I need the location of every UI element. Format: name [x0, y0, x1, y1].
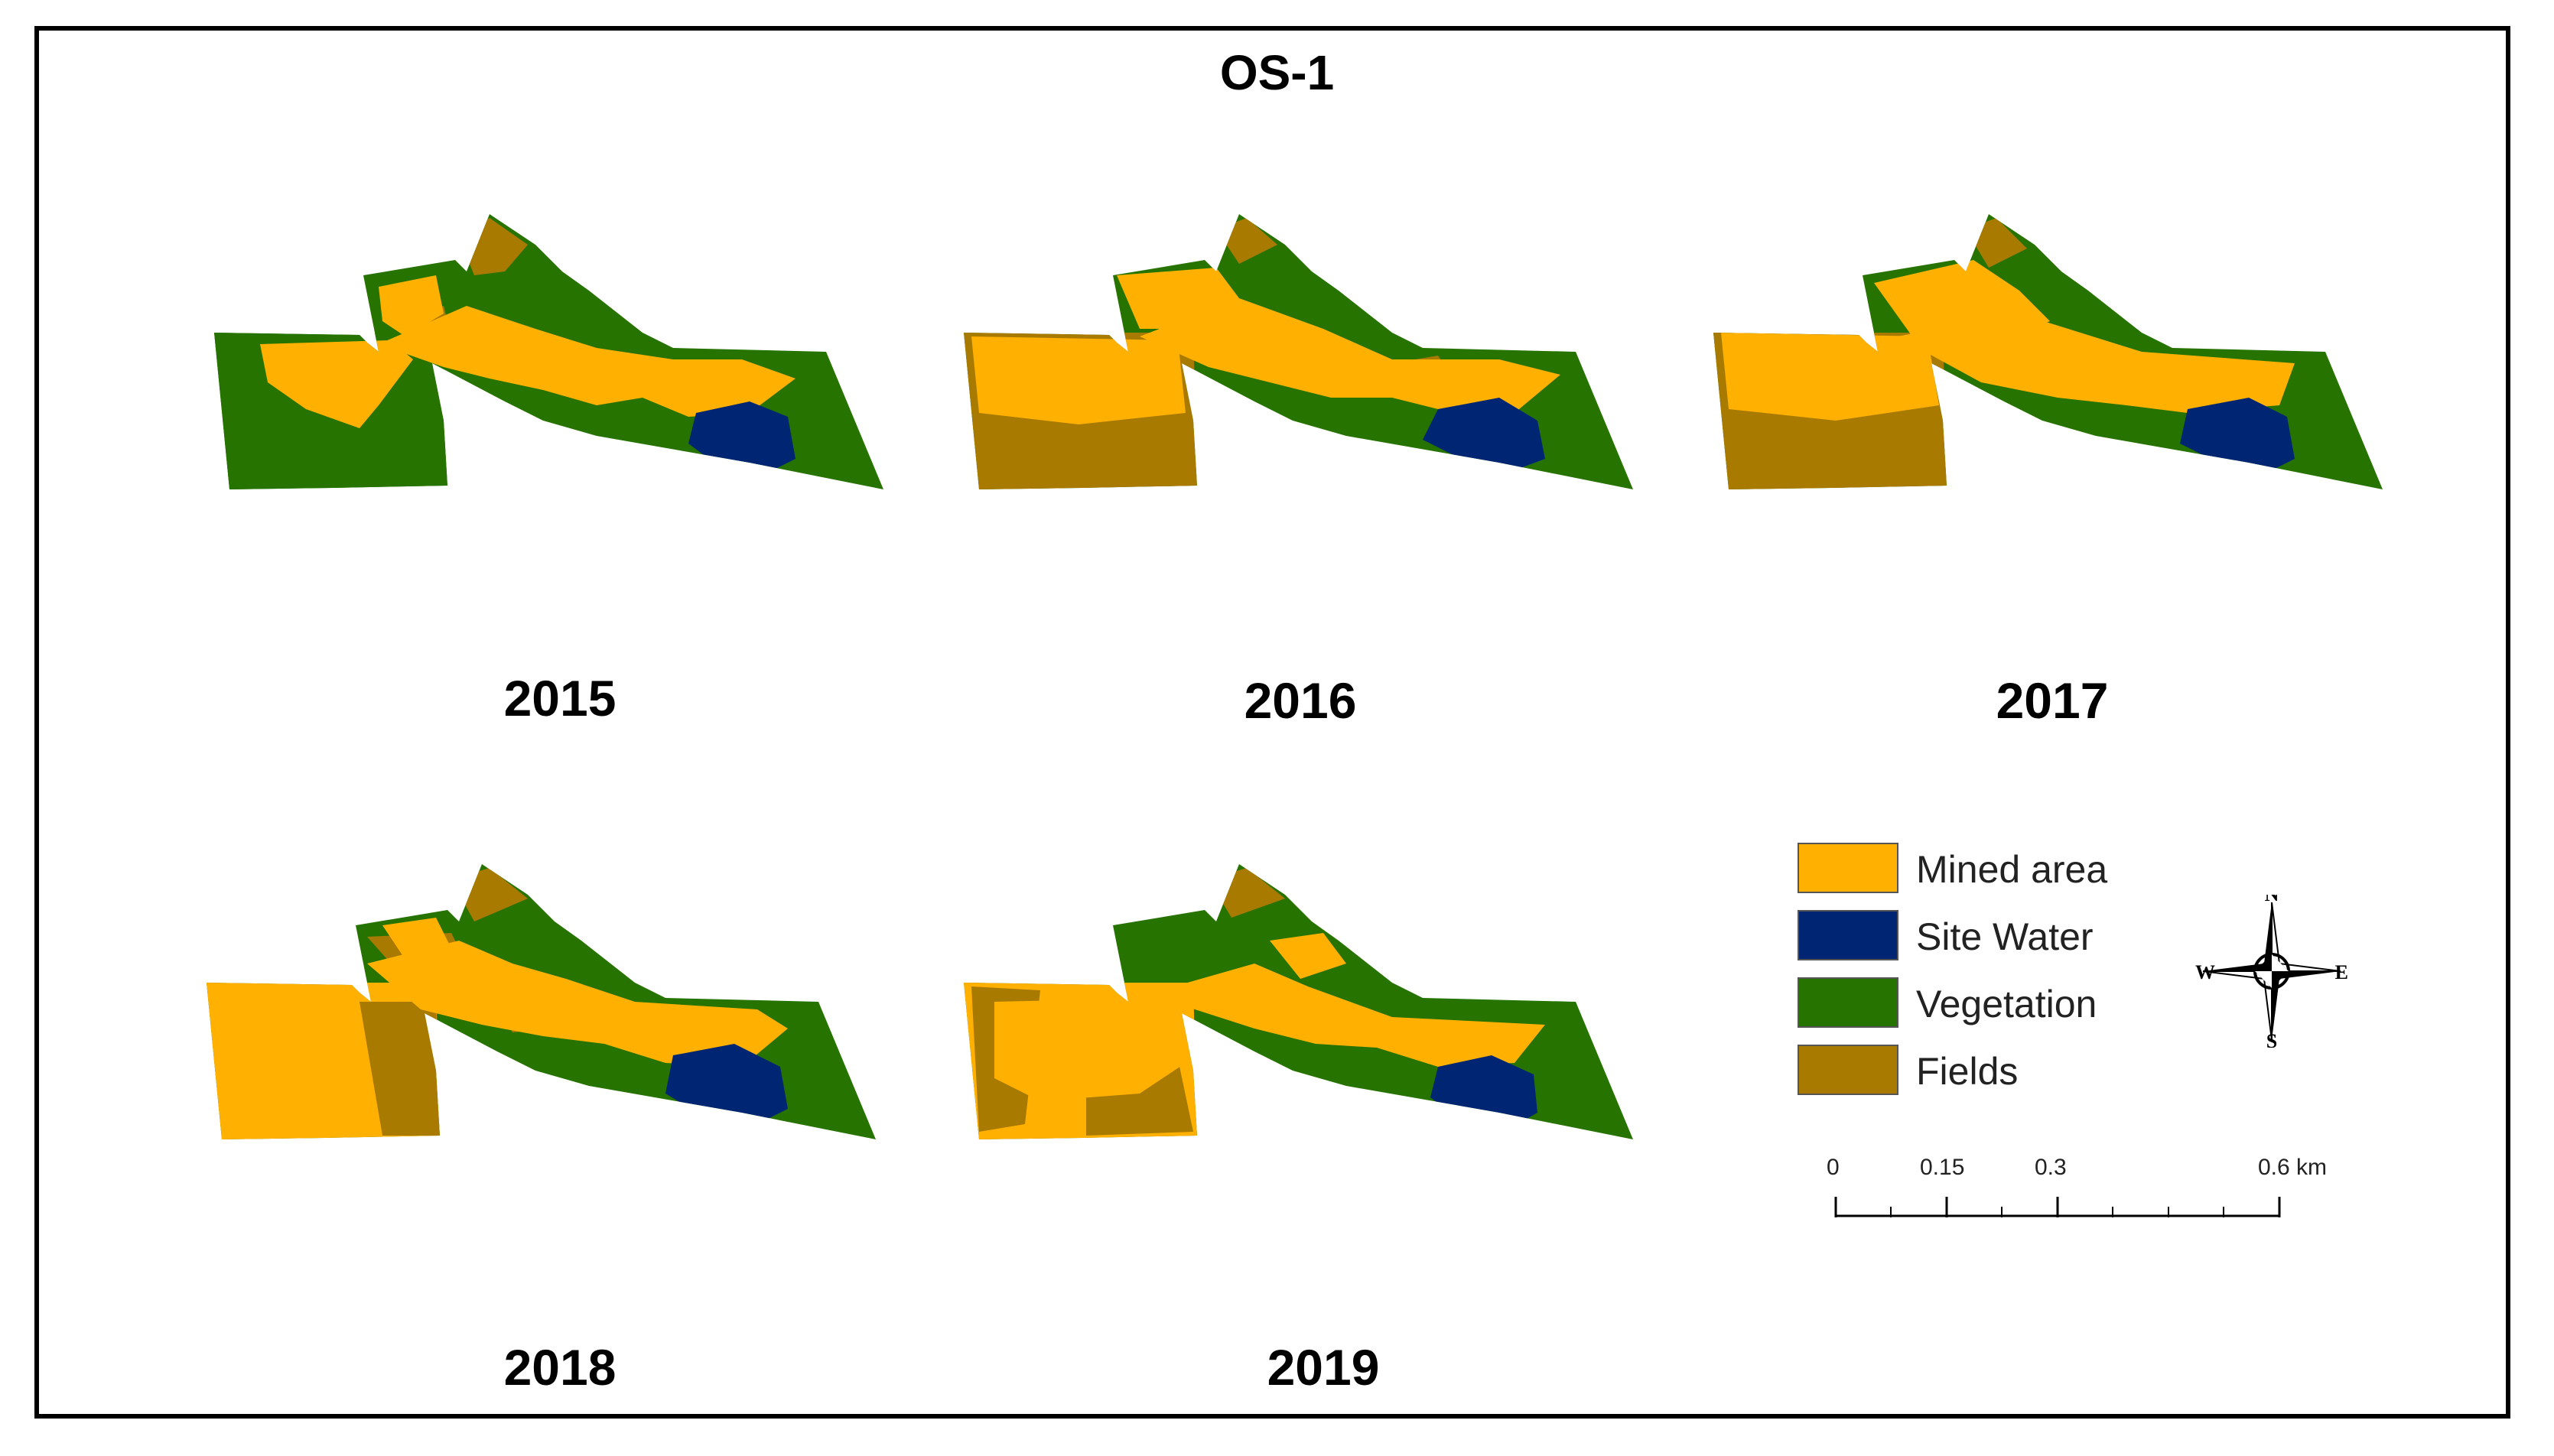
- mined-area: [382, 918, 451, 960]
- legend-item-fields: Fields: [1798, 1045, 2180, 1098]
- mined-area: [1140, 298, 1560, 413]
- land-cover-map-svg: [207, 864, 876, 1139]
- mined-area: [379, 306, 795, 417]
- site-water-area: [2180, 398, 2295, 474]
- mined-area: [379, 275, 444, 336]
- scale-label-0-3: 0.3: [2035, 1155, 2067, 1180]
- map-panel-2016: [956, 206, 1645, 635]
- compass-rose-icon: N S W E: [2195, 883, 2348, 1052]
- legend-label: Fields: [1916, 1050, 2019, 1093]
- north-arrow-compass: N S W E: [2195, 883, 2348, 1052]
- scale-bar: 0 0.15 0.3 0.6 km: [1813, 1155, 2364, 1239]
- mined-area: [505, 333, 551, 363]
- compass-w: W: [2195, 961, 2215, 983]
- mined-area: [1270, 933, 1346, 979]
- year-label-2018: 2018: [503, 1339, 617, 1396]
- site-water-area: [665, 1044, 788, 1124]
- land-cover-map-svg: [214, 214, 883, 489]
- scale-label-0-15: 0.15: [1920, 1155, 1965, 1180]
- map-panel-2017: [1706, 206, 2394, 635]
- legend-swatch: [1798, 977, 1898, 1028]
- scale-bar-graphic: [1834, 1197, 2281, 1217]
- mined-area: [1721, 333, 1939, 421]
- mined-area: [260, 340, 413, 428]
- mined-area: [367, 941, 788, 1067]
- site-water-area: [688, 401, 795, 474]
- site-water-area: [1423, 398, 1545, 470]
- fields-area: [360, 1002, 440, 1136]
- compass-n: N: [2265, 895, 2279, 905]
- compass-e: E: [2335, 961, 2348, 983]
- map-panel-2018: [199, 856, 887, 1285]
- legend-label: Site Water: [1916, 915, 2094, 958]
- legend-swatch: [1798, 1045, 1898, 1095]
- compass-s: S: [2266, 1030, 2277, 1048]
- map-title: OS-1: [1219, 45, 1335, 100]
- scale-label-0-6-km: 0.6 km: [2258, 1155, 2328, 1180]
- land-cover-map-svg: [1713, 214, 2383, 489]
- legend-item-site-water: Site Water: [1798, 910, 2180, 964]
- map-panel-2015: [207, 206, 895, 635]
- legend-swatch: [1798, 910, 1898, 960]
- mined-area: [971, 336, 1186, 424]
- mined-area: [1147, 964, 1545, 1067]
- legend-swatch: [1798, 843, 1898, 893]
- mined-area: [994, 998, 1186, 1101]
- scale-label-0: 0: [1827, 1155, 1840, 1180]
- year-label-2015: 2015: [503, 670, 617, 726]
- legend-item-vegetation: Vegetation: [1798, 977, 2180, 1031]
- year-label-2016: 2016: [1244, 672, 1357, 729]
- year-label-2017: 2017: [1996, 672, 2109, 729]
- map-panel-2019: [956, 856, 1645, 1285]
- land-cover-map-svg: [964, 214, 1633, 489]
- legend-item-mined-area: Mined area: [1798, 843, 2180, 896]
- land-cover-map-svg: [964, 864, 1633, 1139]
- legend-label: Vegetation: [1916, 983, 2097, 1025]
- year-label-2019: 2019: [1267, 1339, 1380, 1396]
- mined-area: [1897, 314, 2295, 413]
- legend-label: Mined area: [1916, 848, 2108, 891]
